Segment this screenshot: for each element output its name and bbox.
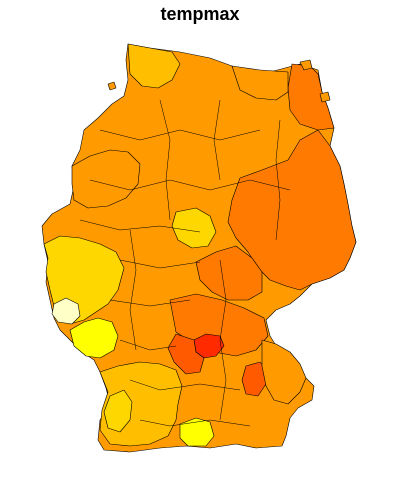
map-title: tempmax (160, 4, 240, 24)
region-south-yellow (179, 417, 215, 447)
region-around-center (167, 333, 205, 375)
region-bavaria-east (261, 339, 307, 405)
region-east-coastal (231, 65, 289, 101)
region-east (227, 129, 357, 291)
region-island-1 (107, 81, 117, 91)
region-harz (171, 207, 217, 249)
region-hotspot-southeast (241, 361, 269, 397)
district-borders (79, 99, 291, 427)
region-schleswig-holstein (127, 43, 181, 89)
region-lowest-west (51, 297, 81, 325)
region-north-east-top (287, 63, 335, 131)
region-black-forest (103, 389, 133, 433)
region-island-3 (319, 91, 331, 103)
region-northwest (71, 149, 141, 209)
region-rhineland (69, 317, 119, 359)
region-island-2 (299, 59, 313, 71)
region-thuringia (195, 245, 263, 301)
